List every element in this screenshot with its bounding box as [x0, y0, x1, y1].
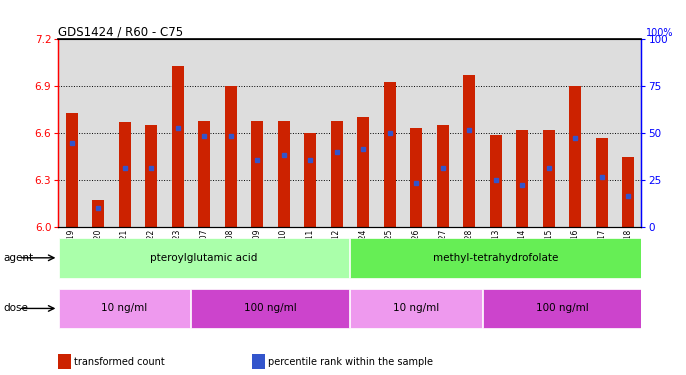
Bar — [119, 122, 130, 227]
Text: transformed count: transformed count — [74, 357, 165, 367]
Bar — [543, 130, 554, 227]
Bar — [463, 75, 475, 227]
Bar — [351, 238, 641, 278]
Text: 100 ng/ml: 100 ng/ml — [536, 303, 589, 313]
Bar — [224, 86, 237, 227]
Bar — [304, 133, 316, 227]
Bar — [66, 113, 78, 227]
Text: pteroylglutamic acid: pteroylglutamic acid — [150, 253, 258, 263]
Bar — [357, 117, 369, 227]
Bar — [490, 135, 501, 227]
Bar — [251, 121, 263, 227]
Text: 100%: 100% — [646, 28, 673, 38]
Bar — [145, 125, 157, 227]
Bar — [59, 289, 190, 328]
Text: 10 ng/ml: 10 ng/ml — [102, 303, 147, 313]
Bar — [59, 238, 349, 278]
Bar — [516, 130, 528, 227]
Text: 100 ng/ml: 100 ng/ml — [244, 303, 297, 313]
Bar — [622, 157, 634, 227]
Bar — [278, 121, 289, 227]
Text: agent: agent — [3, 253, 34, 263]
Text: dose: dose — [3, 303, 28, 313]
Text: percentile rank within the sample: percentile rank within the sample — [268, 357, 434, 367]
Bar — [191, 289, 349, 328]
Bar — [483, 289, 641, 328]
Bar — [351, 289, 482, 328]
Bar — [569, 86, 581, 227]
Text: methyl-tetrahydrofolate: methyl-tetrahydrofolate — [433, 253, 558, 263]
Bar — [172, 66, 184, 227]
Bar — [92, 200, 104, 227]
Text: 10 ng/ml: 10 ng/ml — [393, 303, 439, 313]
Bar — [331, 121, 342, 227]
Bar — [595, 138, 608, 227]
Bar — [437, 125, 449, 227]
Bar — [410, 128, 422, 227]
Bar — [383, 82, 396, 227]
Bar — [198, 121, 210, 227]
Text: GDS1424 / R60 - C75: GDS1424 / R60 - C75 — [58, 25, 183, 38]
